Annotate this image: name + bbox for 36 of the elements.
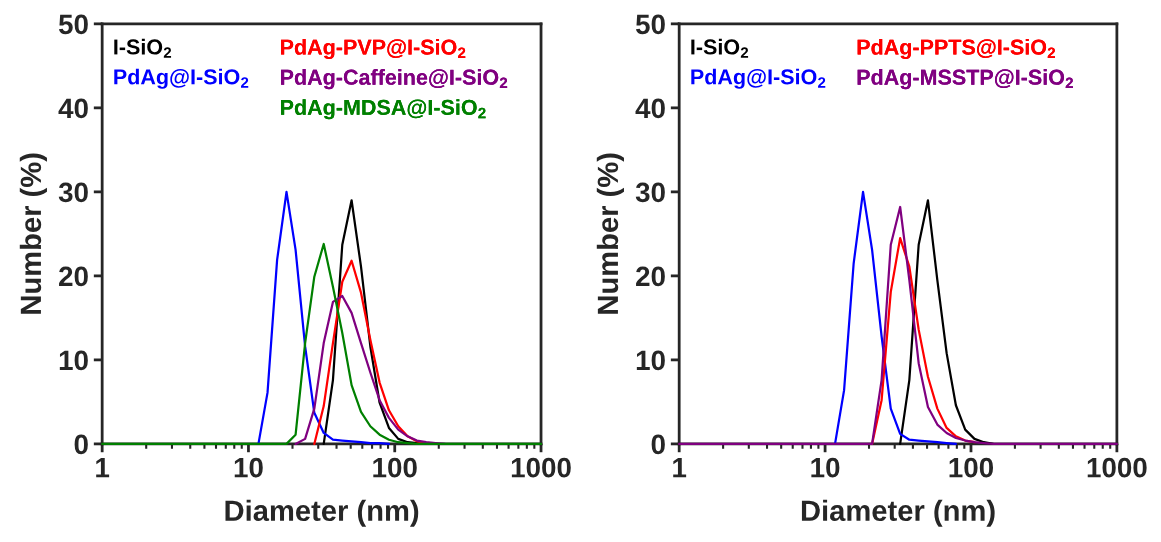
x-tick-label: 1 (673, 458, 687, 478)
text: PdAg-PPTS@I-SiO$_{2}$ (857, 38, 1056, 60)
y-tick-label: 20 (59, 266, 88, 287)
y-axis-title: Number (%) (19, 153, 47, 314)
y-axis-title: Number (%) (596, 153, 624, 314)
y-tick-label: 30 (58, 182, 88, 203)
text: I-SiO$_{2}$ (691, 38, 749, 58)
y-tick-label: 20 (636, 266, 665, 287)
y-tick-label: 50 (58, 14, 88, 35)
x-tick-label: 1000 (1087, 457, 1147, 478)
y-tick-label: 0 (651, 434, 665, 455)
line-series (833, 190, 957, 446)
text: PdAg@I-SiO$_{2}$ (691, 68, 826, 89)
y-tick-label: 10 (59, 350, 88, 371)
y-tick-label: 30 (635, 182, 665, 203)
y-tick-label: 0 (74, 434, 88, 455)
x-tick-label: 100 (949, 457, 994, 478)
line-series (899, 199, 995, 446)
x-tick-label: 10 (234, 457, 263, 478)
y-tick-label: 40 (635, 98, 665, 119)
text: I-SiO$_{2}$ (114, 38, 172, 58)
text: PdAg-MDSA@I-SiO$_{2}$ (281, 99, 486, 120)
x-axis-title: Diameter (nm) (801, 499, 995, 527)
x-tick-label: 1000 (511, 457, 571, 478)
text: PdAg-Caffeine@I-SiO$_{2}$ (281, 69, 508, 90)
y-tick-label: 50 (635, 14, 665, 35)
x-tick-label: 1 (96, 458, 110, 478)
y-tick-label: 40 (58, 98, 88, 119)
text: PdAg-MSSTP@I-SiO$_{2}$ (857, 69, 1073, 90)
line-series (257, 190, 391, 446)
text: PdAg-PVP@I-SiO$_{2}$ (281, 38, 466, 60)
x-tick-label: 100 (373, 457, 417, 478)
text: PdAg@I-SiO$_{2}$ (114, 68, 249, 89)
x-axis-title: Diameter (nm) (225, 499, 419, 527)
y-tick-label: 10 (636, 350, 665, 371)
x-tick-label: 10 (811, 457, 840, 478)
